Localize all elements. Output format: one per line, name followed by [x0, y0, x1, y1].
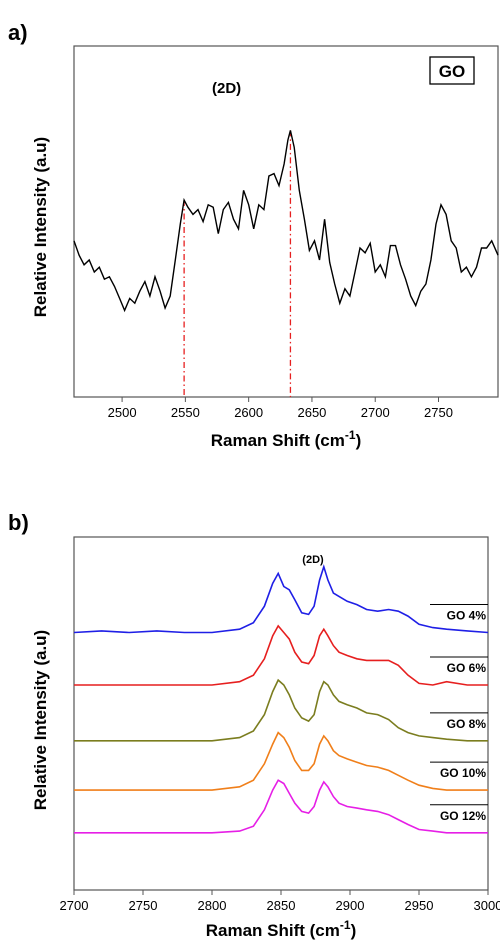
x-tick-label: 2750	[424, 405, 453, 420]
x-tick-label: 2600	[234, 405, 263, 420]
panel-b-ticks: 2700 2750 2800 2850 2900 2950 3000	[60, 890, 500, 913]
series-line-go-4-	[73, 564, 489, 634]
series-label: GO 10%	[440, 766, 486, 780]
x-tick-label: 2900	[336, 898, 365, 913]
series-line-go-6-	[74, 624, 488, 686]
panel-b-plot: 2700 2750 2800 2850 2900 2950 3000 GO 4%GO 6%G…	[60, 536, 500, 913]
x-tick-label: 2800	[198, 898, 227, 913]
series-line-go-12-	[74, 779, 488, 834]
series-label: GO 12%	[440, 809, 486, 823]
panel-b-frame	[73, 536, 489, 891]
panel-b-series-labels: GO 4% GO 6% GO 8% GO 10% GO 12%	[430, 603, 488, 823]
series-line-go-10-	[74, 731, 488, 791]
panel-b-peak-annotation: (2D)	[302, 554, 324, 566]
panel-a-frame	[73, 45, 499, 398]
panel-a-ylabel: Relative Intensity (a.u)	[31, 137, 50, 317]
panel-b: b) Relative Intensity (a.u) 2700 2750 2800…	[8, 510, 500, 940]
panel-a-ticks: 2500 2550 2600 2650 2700 2750	[108, 397, 453, 420]
x-tick-label: 2550	[171, 405, 200, 420]
panel-a-peak-annotation: (2D)	[212, 80, 241, 97]
x-tick-label: 2700	[60, 898, 89, 913]
series-label: GO 8%	[447, 717, 487, 731]
x-tick-label: 3000	[474, 898, 500, 913]
panel-b-xlabel: Raman Shift (cm-1)	[206, 918, 356, 940]
series-label: GO 6%	[447, 661, 487, 675]
panel-a-xlabel: Raman Shift (cm-1)	[211, 428, 361, 450]
panel-b-series-lines	[73, 564, 489, 834]
x-tick-label: 2650	[297, 405, 326, 420]
panel-b-letter: b)	[8, 510, 29, 535]
panel-a-go-box	[429, 56, 475, 85]
x-tick-label: 2850	[267, 898, 296, 913]
panel-a: a) Relative Intensity (a.u) 2500 2550 2600…	[8, 20, 499, 450]
x-tick-label: 2750	[129, 898, 158, 913]
x-tick-label: 2700	[361, 405, 390, 420]
panel-a-plot: 2500 2550 2600 2650 2700 2750 (2D) GO	[73, 45, 499, 420]
panel-a-letter: a)	[8, 20, 28, 45]
series-line-go-8-	[74, 678, 488, 742]
series-label: GO 4%	[447, 608, 487, 622]
panel-b-ylabel: Relative Intensity (a.u)	[31, 630, 50, 810]
x-tick-label: 2500	[108, 405, 137, 420]
x-tick-label: 2950	[405, 898, 434, 913]
panel-a-go-label: GO	[439, 62, 465, 81]
panel-a-marker-lines	[183, 130, 292, 397]
panel-a-series-line	[73, 130, 499, 313]
